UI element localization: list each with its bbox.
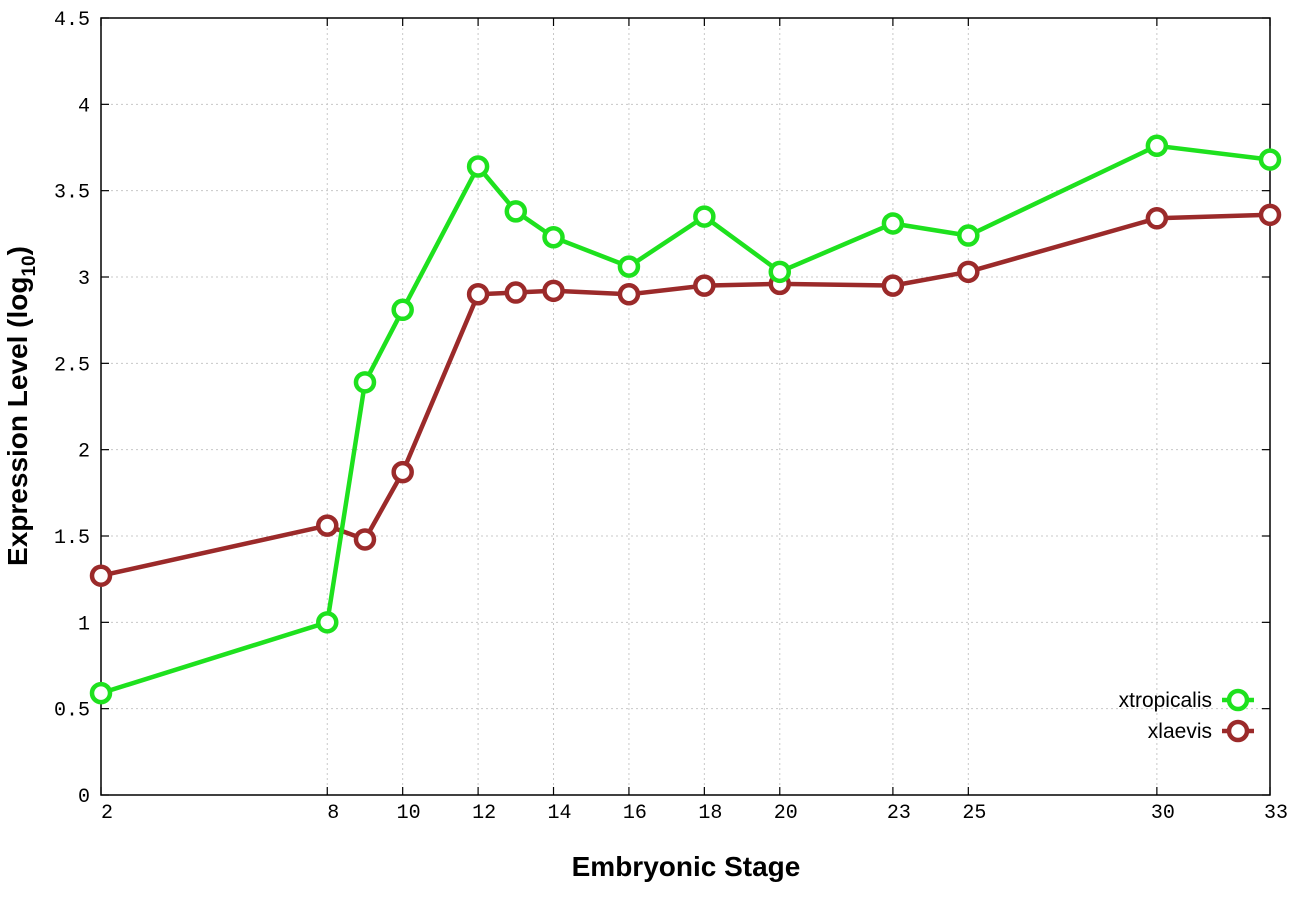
y-tick-label: 3.5 (54, 182, 90, 205)
y-tick-label: 3 (78, 268, 90, 291)
data-point-xlaevis (1145, 207, 1169, 230)
x-tick-label: 12 (472, 802, 496, 825)
y-axis-title-subscript: 10 (19, 255, 40, 276)
x-tick-label: 14 (548, 802, 572, 825)
data-point-xtropicalis (391, 298, 414, 322)
data-point-xtropicalis (768, 260, 792, 284)
x-tick-label: 30 (1151, 802, 1175, 825)
data-point-xlaevis (353, 528, 377, 551)
x-axis-tick-labels: 2 8 10 12 14 16 18 20 23 25 30 33 (101, 802, 1288, 825)
x-axis-title: Embryonic Stage (572, 851, 801, 882)
y-tick-label: 0.5 (54, 700, 90, 723)
data-point-xlaevis (957, 260, 980, 284)
data-point-xtropicalis (504, 200, 528, 223)
y-tick-label: 1 (78, 613, 90, 636)
y-tick-label: 4.5 (54, 9, 90, 32)
y-axis-title-main: Expression Level (log (2, 277, 33, 566)
series-xtropicalis (89, 134, 1282, 705)
x-tick-label: 23 (887, 802, 911, 825)
legend-label: xlaevis (1148, 720, 1212, 743)
legend-item-xtropicalis: xtropicalis (1119, 688, 1254, 712)
data-point-xlaevis (617, 283, 641, 306)
data-point-xtropicalis (542, 226, 565, 249)
data-point-xtropicalis (316, 611, 339, 634)
legend: xtropicalis xlaevis (1119, 688, 1254, 743)
axis-ticks (100, 17, 1271, 796)
plot-area-border (100, 17, 1271, 796)
data-point-xtropicalis (957, 224, 980, 247)
data-point-xlaevis (881, 274, 905, 297)
y-axis-title-close: ) (2, 246, 33, 255)
x-tick-label: 16 (623, 802, 647, 825)
legend-marker (1226, 688, 1250, 712)
data-point-xlaevis (466, 283, 490, 306)
data-point-xlaevis (316, 514, 339, 537)
data-point-xtropicalis (353, 371, 377, 394)
data-point-xtropicalis (89, 681, 113, 705)
y-tick-label: 0 (78, 786, 90, 809)
y-tick-label: 2 (78, 441, 90, 464)
y-tick-label: 4 (78, 95, 90, 118)
x-tick-label: 2 (101, 802, 113, 825)
data-point-xtropicalis (693, 205, 716, 228)
data-point-xlaevis (542, 279, 565, 303)
data-point-xtropicalis (466, 155, 490, 178)
data-point-xlaevis (693, 274, 716, 297)
y-axis-tick-labels: 0 0.5 1 1.5 2 2.5 3 3.5 4 4.5 (54, 9, 90, 809)
series-line-xtropicalis (100, 143, 1271, 696)
x-tick-label: 20 (774, 802, 798, 825)
legend-label: xtropicalis (1119, 689, 1212, 712)
y-tick-label: 1.5 (54, 527, 90, 550)
x-tick-label: 18 (698, 802, 722, 825)
data-point-xtropicalis (1258, 148, 1282, 171)
y-tick-label: 2.5 (54, 354, 90, 377)
data-point-xtropicalis (1145, 134, 1169, 158)
x-tick-label: 25 (962, 802, 986, 825)
data-point-xtropicalis (881, 212, 905, 235)
data-point-xlaevis (1258, 203, 1282, 227)
series-xlaevis (89, 203, 1282, 587)
x-tick-label: 10 (397, 802, 421, 825)
x-tick-label: 33 (1264, 802, 1288, 825)
data-point-xlaevis (89, 564, 113, 587)
data-point-xlaevis (504, 281, 528, 304)
legend-item-xlaevis: xlaevis (1148, 719, 1254, 743)
data-point-xtropicalis (617, 255, 641, 278)
series (89, 134, 1282, 705)
legend-marker (1226, 719, 1250, 743)
y-axis-title: Expression Level (log10) (2, 246, 40, 566)
data-point-xlaevis (391, 460, 414, 484)
x-tick-label: 8 (327, 802, 339, 825)
series-line-xlaevis (100, 212, 1271, 578)
